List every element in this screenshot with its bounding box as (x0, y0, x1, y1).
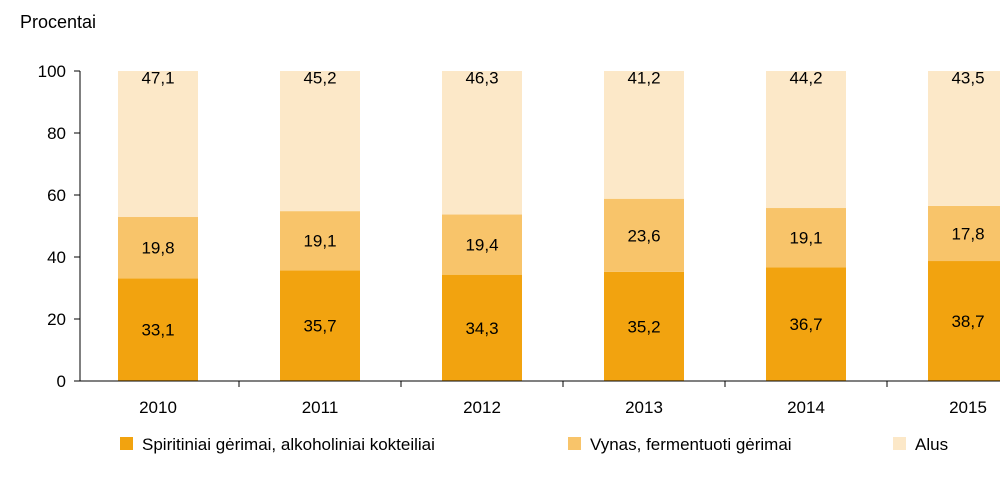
data-label: 44,2 (789, 68, 822, 87)
bar-segment (928, 261, 1000, 381)
x-tick-label: 2015 (949, 398, 987, 417)
data-label: 47,1 (141, 68, 174, 87)
bar-segment (604, 71, 684, 199)
data-label: 43,5 (951, 68, 984, 87)
y-tick-label: 60 (47, 186, 66, 205)
bars-group: 33,1 19,8 47,1 35,7 19,1 45,2 34,3 19,4 46,3 35,2… (118, 68, 1000, 381)
bar-segment (766, 208, 846, 268)
bar-segment (604, 198, 684, 272)
bar-segment (928, 205, 1000, 262)
bar-segment (280, 71, 360, 212)
y-tick-label: 0 (57, 372, 66, 391)
bar-segment (766, 71, 846, 209)
x-tick-label: 2010 (139, 398, 177, 417)
data-label: 19,1 (789, 229, 822, 248)
data-label: 23,6 (627, 226, 660, 245)
y-tick-label: 20 (47, 310, 66, 329)
bar-segment (442, 214, 522, 275)
legend-swatch (893, 437, 906, 450)
data-label: 46,3 (465, 68, 498, 87)
data-label: 17,8 (951, 224, 984, 243)
bar-segment (118, 278, 198, 381)
x-tick-label: 2011 (302, 398, 339, 417)
data-label: 41,2 (627, 68, 660, 87)
x-tick-label: 2013 (625, 398, 663, 417)
data-label: 35,2 (627, 317, 660, 336)
legend-swatch (568, 437, 581, 450)
y-tick-label: 40 (47, 248, 66, 267)
data-label: 36,7 (789, 315, 822, 334)
bar-segment (118, 71, 198, 218)
legend: Spiritiniai gėrimai, alkoholiniai koktei… (120, 435, 948, 454)
data-label: 33,1 (141, 321, 174, 340)
x-tick-label: 2012 (463, 398, 501, 417)
bar-segment (442, 274, 522, 381)
bar-segment (280, 211, 360, 271)
legend-label: Vynas, fermentuoti gėrimai (590, 435, 792, 454)
bar-segment (280, 270, 360, 381)
legend-label: Alus (915, 435, 948, 454)
data-label: 38,7 (951, 312, 984, 331)
data-label: 35,7 (303, 317, 336, 336)
bar-segment (604, 271, 684, 381)
bar-segment (928, 71, 1000, 206)
y-axis-title: Procentai (20, 12, 96, 32)
y-tick-label: 80 (47, 124, 66, 143)
bar-segment (442, 71, 522, 215)
legend-swatch (120, 437, 133, 450)
axes-group: 0 20 40 60 80 100 2010 2011 2012 2013 2014 2015 (38, 62, 1000, 417)
data-label: 19,8 (141, 239, 174, 258)
bar-segment (118, 217, 198, 279)
x-tick-label: 2014 (787, 398, 825, 417)
data-label: 19,1 (303, 232, 336, 251)
y-tick-label: 100 (38, 62, 66, 81)
data-label: 45,2 (303, 68, 336, 87)
data-label: 34,3 (465, 319, 498, 338)
bar-segment (766, 267, 846, 381)
legend-label: Spiritiniai gėrimai, alkoholiniai koktei… (142, 435, 435, 454)
data-label: 19,4 (465, 236, 498, 255)
